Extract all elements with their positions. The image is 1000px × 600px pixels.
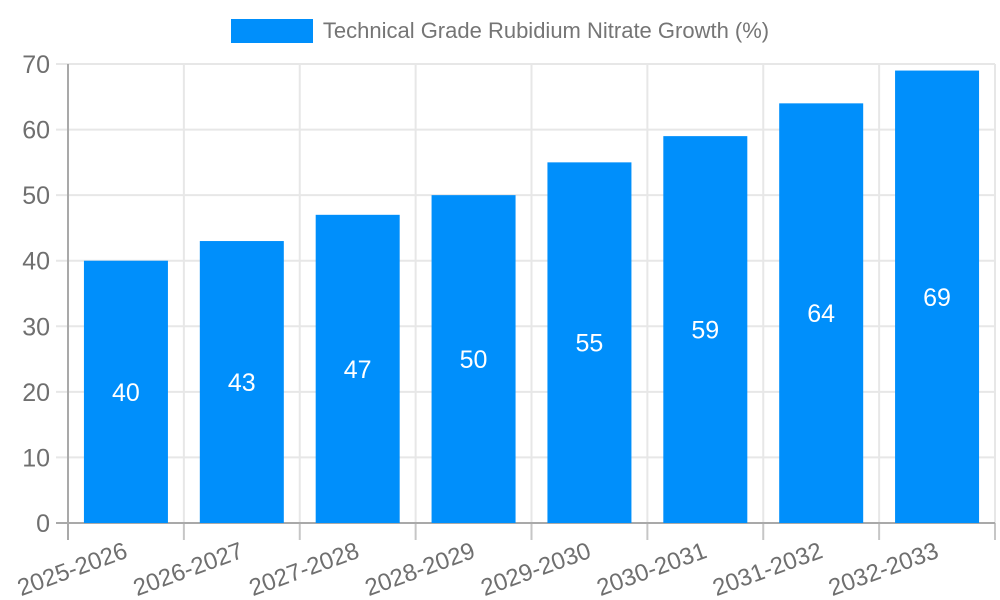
y-tick-label: 30 — [22, 313, 50, 341]
bar — [547, 162, 632, 523]
bar-value-label: 69 — [923, 284, 951, 312]
bar — [315, 214, 400, 524]
y-tick-label: 40 — [22, 248, 50, 276]
x-tick-label: 2028-2029 — [362, 537, 479, 600]
y-tick-label: 70 — [22, 51, 50, 79]
x-tick-label: 2025-2026 — [14, 537, 131, 600]
bar — [663, 136, 748, 523]
legend: Technical Grade Rubidium Nitrate Growth … — [0, 18, 1000, 44]
bar-value-label: 55 — [576, 330, 604, 358]
bar-value-label: 40 — [112, 379, 140, 407]
y-tick-label: 50 — [22, 182, 50, 210]
y-tick-label: 60 — [22, 117, 50, 145]
x-tick-label: 2027-2028 — [246, 537, 363, 600]
bar — [779, 103, 864, 523]
legend-item[interactable]: Technical Grade Rubidium Nitrate Growth … — [230, 18, 770, 44]
y-tick-label: 0 — [36, 510, 50, 538]
bar-value-label: 64 — [807, 300, 835, 328]
x-tick-label: 2029-2030 — [477, 537, 594, 600]
bar — [199, 241, 284, 524]
bar — [83, 260, 168, 523]
bar — [895, 70, 980, 524]
bar-value-label: 59 — [691, 317, 719, 345]
x-tick-label: 2031-2032 — [709, 537, 826, 600]
x-tick-label: 2032-2033 — [825, 537, 942, 600]
legend-swatch — [230, 19, 313, 43]
y-tick-label: 20 — [22, 379, 50, 407]
bar-value-label: 47 — [344, 356, 372, 384]
x-tick-label: 2030-2031 — [593, 537, 710, 600]
legend-label: Technical Grade Rubidium Nitrate Growth … — [322, 18, 770, 43]
x-tick-label: 2026-2027 — [130, 537, 247, 600]
bar-value-label: 43 — [228, 369, 256, 397]
bar — [431, 195, 516, 523]
bar-value-label: 50 — [460, 346, 488, 374]
y-tick-label: 10 — [22, 444, 50, 472]
